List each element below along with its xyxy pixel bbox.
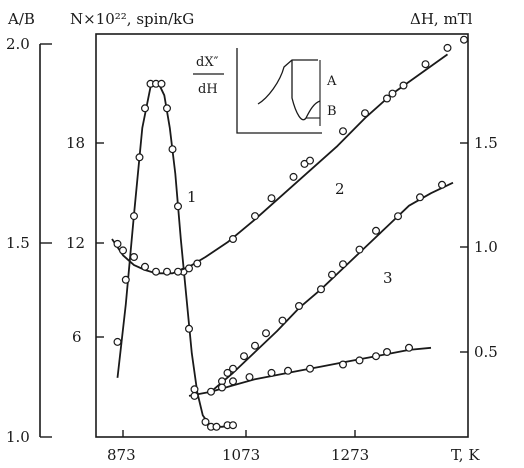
data-point-series-3	[262, 329, 271, 338]
data-point-series-1	[130, 212, 139, 221]
series-label-2: 2	[335, 180, 345, 198]
data-point-series-4	[284, 366, 293, 375]
inset-label-a: A	[326, 74, 337, 89]
data-point-series-2	[163, 267, 172, 276]
x-tick-label: 1073	[222, 446, 260, 464]
data-point-series-3	[416, 193, 425, 202]
data-point-series-3	[295, 302, 304, 311]
data-point-series-2	[289, 172, 298, 181]
right-tick-label: 1.5	[474, 134, 498, 152]
data-point-series-3	[278, 316, 287, 325]
data-point-series-2	[361, 109, 370, 118]
left-inner-tick-label: 12	[66, 234, 85, 252]
data-point-series-2	[267, 194, 276, 203]
data-point-series-4	[190, 391, 199, 400]
data-point-series-2	[152, 267, 161, 276]
inset-denominator: dH	[198, 82, 218, 97]
data-point-series-1	[190, 385, 199, 394]
data-point-series-1	[185, 324, 194, 333]
data-point-series-1	[212, 422, 221, 431]
data-point-series-2	[460, 35, 469, 44]
data-point-series-2	[388, 89, 397, 98]
inset-label-b: B	[327, 104, 337, 119]
data-point-series-3	[251, 341, 260, 350]
data-marks	[111, 35, 469, 431]
data-point-series-1	[201, 417, 210, 426]
data-point-series-3	[394, 212, 403, 221]
data-point-series-1	[168, 145, 177, 154]
data-point-series-3	[328, 270, 337, 279]
data-point-series-1	[141, 104, 150, 113]
data-point-series-4	[306, 364, 315, 373]
data-point-series-4	[218, 383, 227, 392]
data-point-series-3	[223, 368, 232, 377]
data-point-series-1	[113, 337, 122, 346]
right-tick-label: 1.0	[474, 238, 498, 256]
data-point-series-1	[229, 421, 238, 430]
data-point-series-1	[163, 104, 172, 113]
inset-signal-curve	[257, 59, 318, 105]
series-line-3	[210, 181, 454, 393]
left-outer-tick-label: 1.0	[6, 428, 30, 446]
data-point-series-3	[372, 226, 381, 235]
data-point-series-4	[405, 343, 414, 352]
data-point-series-4	[339, 360, 348, 369]
x-axis-title: T, K	[451, 446, 480, 464]
data-point-series-4	[372, 352, 381, 361]
data-point-series-2	[383, 94, 392, 103]
data-point-series-1	[135, 153, 144, 162]
data-point-series-2	[306, 156, 315, 165]
data-point-series-2	[141, 262, 150, 271]
data-point-series-2	[339, 127, 348, 136]
data-point-series-2	[193, 259, 202, 268]
plot-frame	[95, 33, 469, 438]
data-point-series-3	[317, 285, 326, 294]
data-point-series-3	[355, 245, 364, 254]
inset-numerator: dX″	[196, 55, 219, 70]
data-point-series-3	[339, 260, 348, 269]
left-inner-tick-label: 18	[66, 134, 85, 152]
inset-derivative-diagram: dX″ dH A B	[193, 48, 337, 134]
data-point-series-4	[229, 377, 238, 386]
data-point-series-4	[355, 356, 364, 365]
inset-axes	[236, 48, 322, 134]
data-point-series-3	[229, 364, 238, 373]
data-point-series-2	[118, 246, 127, 255]
data-point-series-2	[443, 43, 452, 52]
data-point-series-2	[174, 267, 183, 276]
data-point-series-2	[130, 253, 139, 262]
data-point-series-4	[245, 373, 254, 382]
data-point-series-1	[174, 202, 183, 211]
data-point-series-2	[421, 60, 430, 69]
data-point-series-2	[251, 212, 260, 221]
data-point-series-3	[240, 352, 249, 361]
data-point-series-4	[267, 368, 276, 377]
left-outer-tick-label: 2.0	[6, 35, 30, 53]
data-point-series-2	[229, 235, 238, 244]
data-point-series-1	[121, 275, 130, 284]
x-tick-label: 1273	[331, 446, 369, 464]
inset-signal-tail	[291, 60, 321, 121]
data-point-series-2	[113, 239, 122, 248]
data-point-series-4	[207, 387, 216, 396]
data-point-series-1	[157, 79, 166, 88]
data-point-series-3	[438, 180, 447, 189]
data-point-series-4	[383, 348, 392, 357]
data-point-series-2	[185, 264, 194, 273]
left-outer-tick-label: 1.5	[6, 234, 30, 252]
right-tick-label: 0.5	[474, 343, 498, 361]
left-inner-axis-title: N×10²², spin/kG	[70, 10, 194, 28]
data-point-series-2	[399, 81, 408, 90]
series-label-1: 1	[187, 188, 197, 206]
left-inner-tick-label: 6	[72, 328, 82, 346]
left-outer-axis-title: A/B	[7, 10, 35, 28]
series-label-3: 3	[383, 269, 393, 287]
right-axis-title: ΔH, mTl	[410, 10, 473, 28]
x-tick-label: 873	[107, 446, 136, 464]
